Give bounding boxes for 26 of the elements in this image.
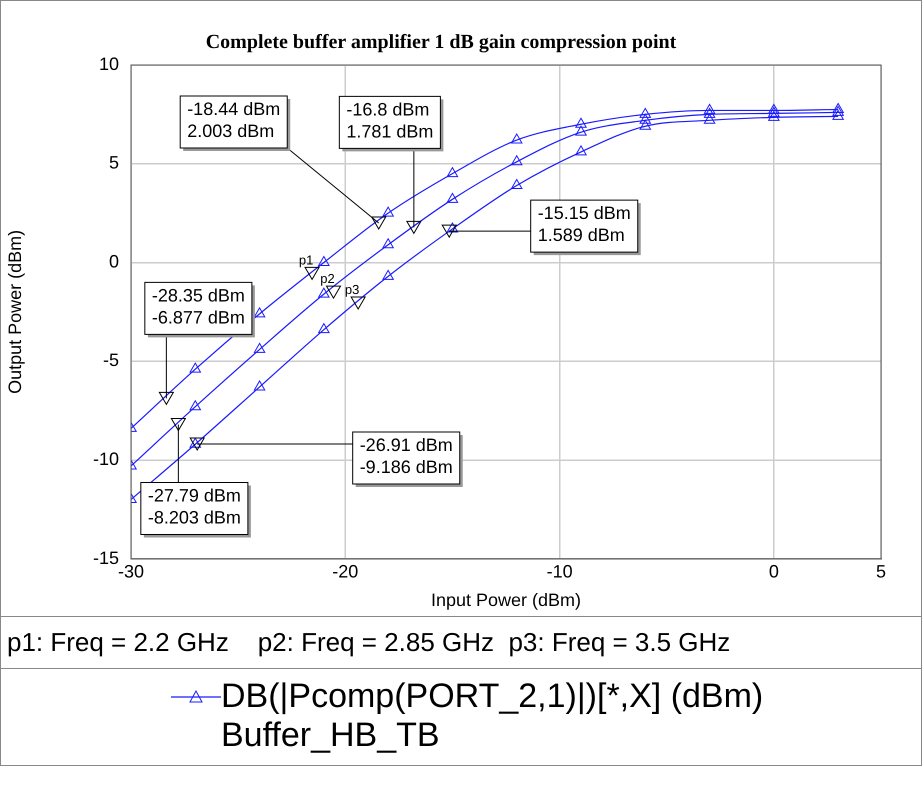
- y-tick-label: -5: [102, 350, 119, 370]
- x-tick-label: -10: [546, 562, 573, 582]
- x-tick-label: -20: [332, 562, 358, 582]
- annotation: p3: [344, 282, 360, 298]
- y-tick-label: -15: [92, 548, 119, 568]
- y-axis-title: Output Power (dBm): [4, 230, 25, 394]
- annotation: -18.44 dBm 2.003 dBm: [187, 98, 280, 141]
- annotation: -28.35 dBm -6.877 dBm: [152, 285, 245, 328]
- annotation: p1: [298, 252, 314, 268]
- y-tick-label: 10: [98, 54, 119, 74]
- chart-title: Complete buffer amplifier 1 dB gain compression point: [206, 31, 677, 54]
- y-tick-label: -10: [92, 449, 119, 470]
- annotation: -16.8 dBm 1.781 dBm: [346, 99, 434, 142]
- annotation: p2: [320, 271, 335, 286]
- x-tick-label: -30: [118, 562, 144, 582]
- annotation: -27.79 dBm -8.203 dBm: [148, 486, 241, 528]
- annotation: -15.15 dBm 1.589 dBm: [538, 203, 631, 246]
- x-tick-label: 5: [876, 562, 886, 582]
- x-axis-title: Input Power (dBm): [430, 590, 582, 610]
- text: p1: Freq = 2.2 GHz p2: Freq = 2.85 GHz p3: Freq = 3.5 GHz: [1, 616, 921, 668]
- annotation: -26.91 dBm -9.186 dBm: [360, 434, 453, 477]
- y-tick-label: 5: [108, 152, 119, 173]
- y-tick-label: 0: [108, 251, 119, 272]
- x-tick-label: 0: [768, 562, 779, 582]
- text: Buffer_HB_TB: [220, 716, 441, 755]
- legend-label: DB(|Pcomp(PORT_2,1)|)[*,X] (dBm): [221, 677, 764, 716]
